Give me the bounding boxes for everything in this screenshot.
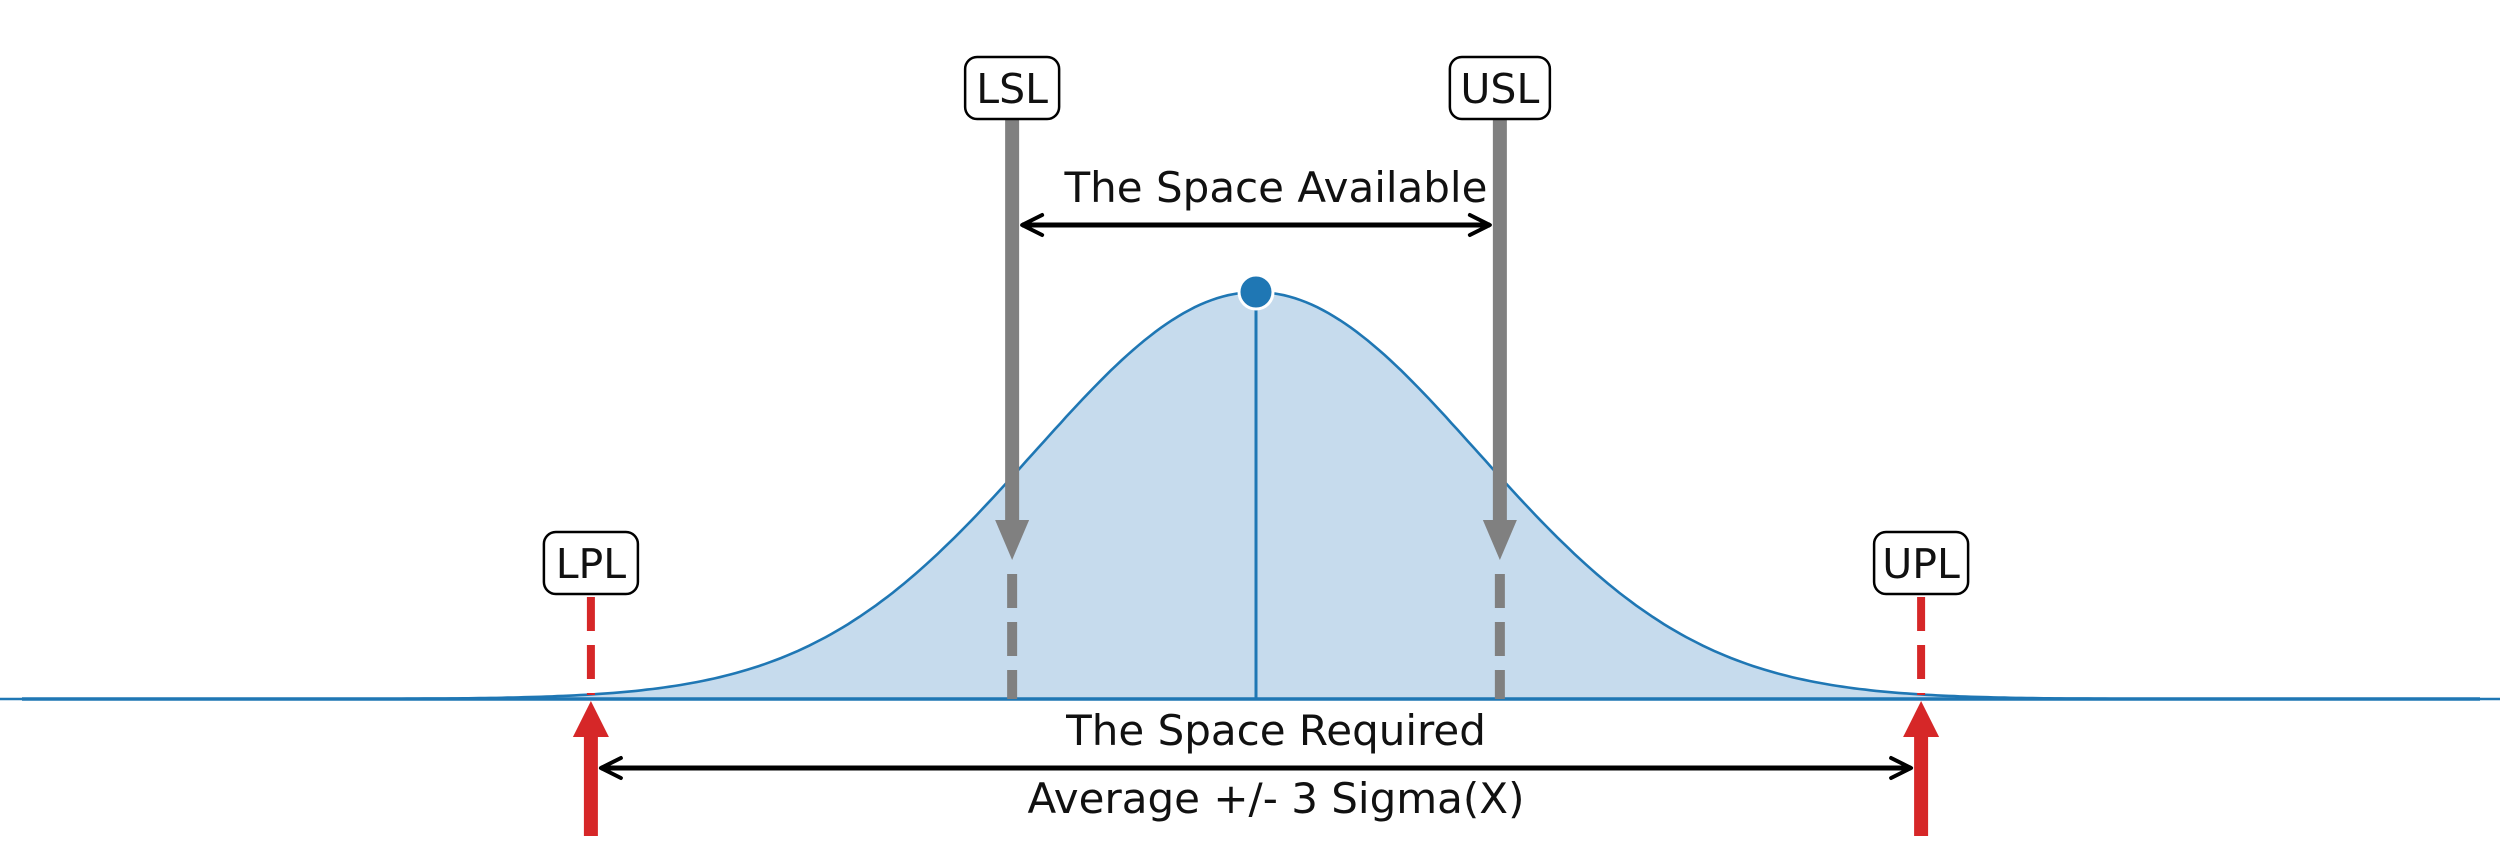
lpl-marker: LPL: [542, 530, 640, 836]
usl-marker: USL: [1448, 55, 1552, 699]
usl-arrow-head: [1482, 520, 1517, 560]
lsl-label-box: [963, 55, 1061, 121]
lpl-label-box: [542, 530, 640, 596]
lpl-label: LPL: [556, 540, 627, 588]
space-required-label: The Space Required: [1065, 706, 1486, 755]
upl-label-box: [1872, 530, 1970, 596]
upl-label: UPL: [1882, 540, 1960, 588]
lsl-label: LSL: [976, 65, 1048, 113]
usl-label-box: [1448, 55, 1552, 121]
mean-marker: [1237, 273, 1275, 311]
usl-label: USL: [1460, 65, 1539, 113]
upl-marker: UPL: [1872, 530, 1970, 836]
space-available-label: The Space Available: [1064, 163, 1488, 212]
lsl-marker: LSL: [963, 55, 1061, 699]
lpl-arrow-head: [572, 701, 609, 737]
distribution-area: [0, 292, 2500, 699]
upl-arrow-head: [1903, 701, 1940, 737]
average-sigma-label: Average +/- 3 Sigma(X): [1028, 774, 1525, 823]
lsl-arrow-head: [995, 520, 1030, 560]
